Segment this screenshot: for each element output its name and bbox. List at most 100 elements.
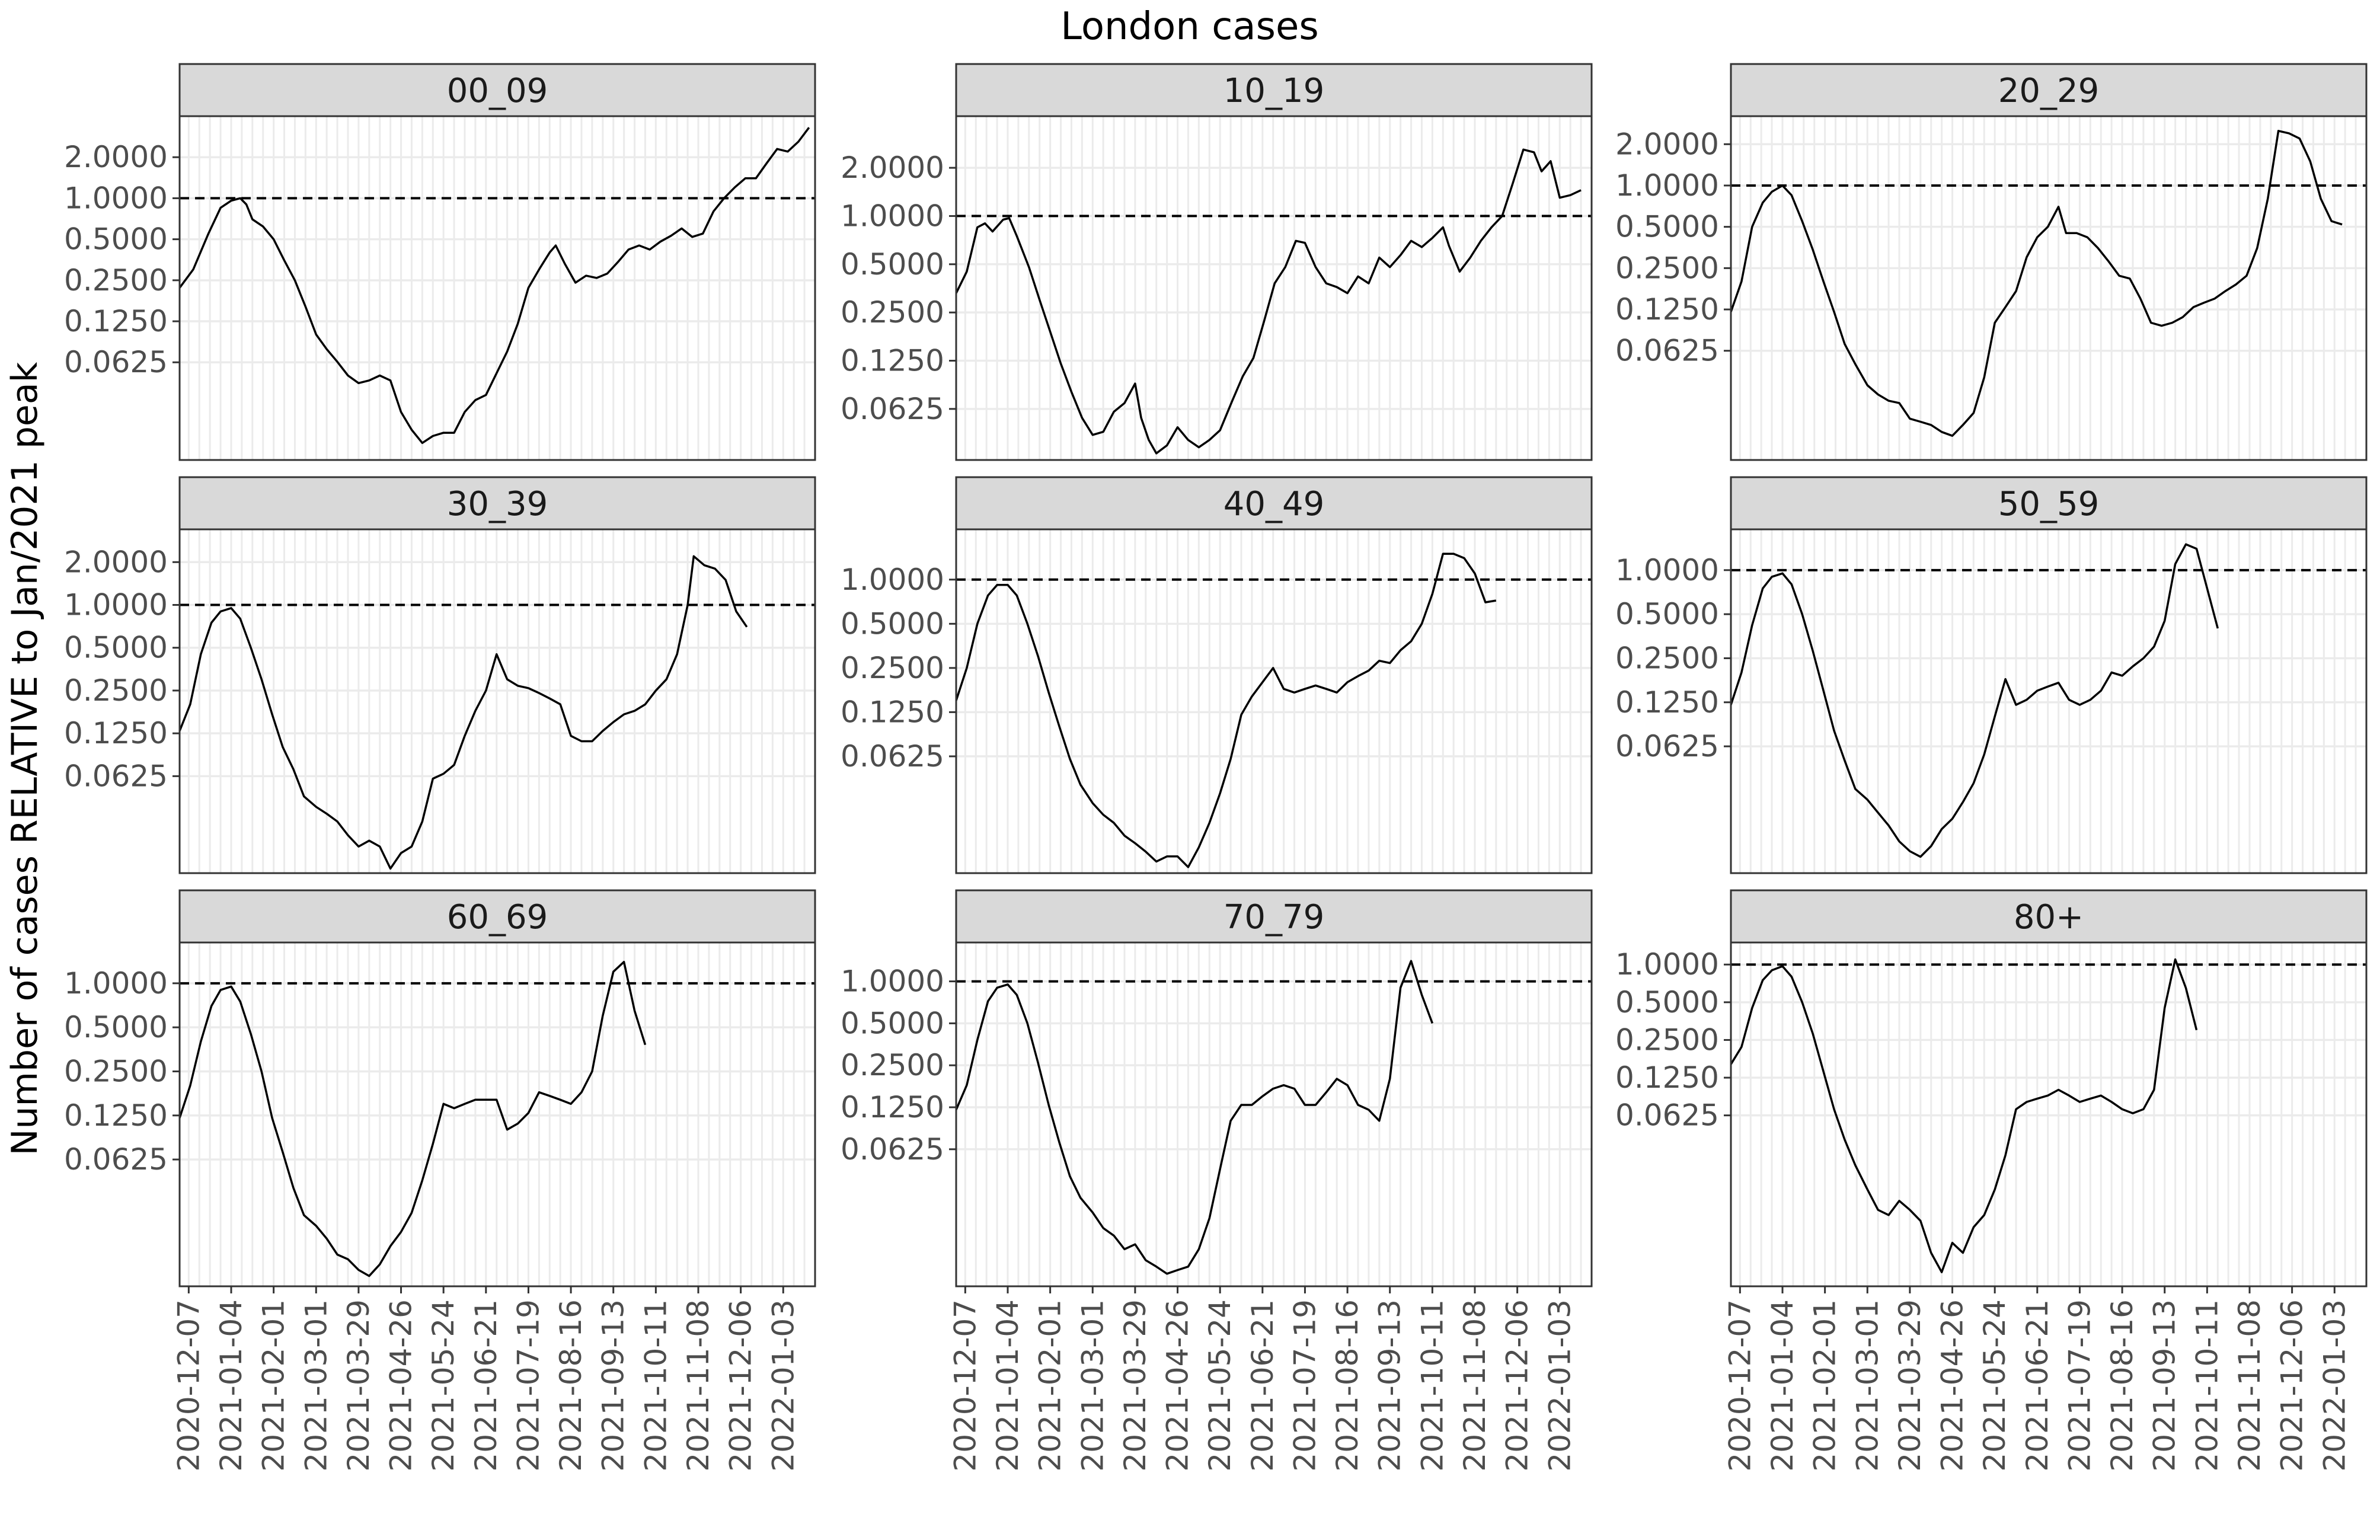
x-tick-label: 2021-09-13 <box>596 1299 631 1472</box>
y-tick-label: 0.0625 <box>64 345 168 379</box>
x-tick-label: 2021-02-01 <box>1808 1299 1842 1472</box>
x-tick-label: 2021-01-04 <box>1765 1299 1800 1472</box>
panel-border <box>1730 528 2368 874</box>
y-tick-label: 0.0625 <box>64 1142 168 1177</box>
x-tick-label: 2021-05-24 <box>426 1299 461 1472</box>
facet-strip-label: 00_09 <box>447 72 548 110</box>
facet-panels: 00_092.00001.00000.50000.25000.12500.062… <box>64 63 2368 1472</box>
x-tick-label: 2021-03-01 <box>299 1299 333 1472</box>
x-tick-label: 2021-05-24 <box>1978 1299 2012 1472</box>
y-tick-label: 0.1250 <box>64 304 168 338</box>
facet-strip-label: 30_39 <box>447 485 548 523</box>
y-tick-label: 0.5000 <box>841 247 944 282</box>
x-tick-label: 2020-12-07 <box>948 1299 982 1472</box>
facet-strip <box>178 63 816 117</box>
x-tick-label: 2021-06-21 <box>1245 1299 1280 1472</box>
y-tick-label: 0.1250 <box>1615 1060 1719 1095</box>
facet-strip <box>178 476 816 531</box>
y-tick-label: 2.0000 <box>64 140 168 174</box>
facet-strip-label: 50_59 <box>1998 485 2100 523</box>
y-tick-label: 0.1250 <box>841 1090 944 1124</box>
panel-border <box>955 115 1593 461</box>
x-tick-label: 2021-06-21 <box>469 1299 503 1472</box>
y-tick-label: 0.1250 <box>1615 292 1719 327</box>
facet-strip <box>178 889 816 944</box>
x-tick-label: 2021-08-16 <box>1330 1299 1365 1472</box>
y-tick-label: 1.0000 <box>1615 947 1719 982</box>
y-tick-label: 1.0000 <box>841 199 944 233</box>
series-line <box>178 555 748 870</box>
x-tick-label: 2021-02-01 <box>1033 1299 1068 1472</box>
panel-border <box>178 115 816 461</box>
y-tick-label: 1.0000 <box>64 181 168 215</box>
facet-strip-label: 70_79 <box>1223 898 1325 937</box>
y-tick-label: 0.2500 <box>64 263 168 298</box>
y-tick-label: 0.1250 <box>841 343 944 378</box>
facet-panel: 10_19 2.0000 1.0000 0.5000 0.2500 0.1250 0.062… <box>841 63 1593 461</box>
y-tick-label: 0.1250 <box>841 695 944 729</box>
x-tick-label: 2021-04-26 <box>1161 1299 1195 1472</box>
panel-border <box>955 528 1593 874</box>
facet-panel: 60_69 1.0000 0.5000 0.2500 0.1250 0.0625 2020-… <box>64 889 816 1472</box>
panel-border <box>178 941 816 1287</box>
series-line <box>1730 543 2219 858</box>
facet-panel: 20_29 2.0000 1.0000 0.5000 0.2500 0.1250 0.062… <box>1615 63 2368 461</box>
y-tick-label: 0.2500 <box>64 673 168 708</box>
panel-border <box>1730 115 2368 461</box>
x-tick-label: 2022-01-03 <box>2317 1299 2352 1472</box>
y-tick-label: 0.5000 <box>1615 210 1719 244</box>
y-tick-label: 0.2500 <box>1615 1023 1719 1057</box>
x-tick-label: 2021-06-21 <box>2020 1299 2055 1472</box>
x-tick-label: 2021-01-04 <box>214 1299 248 1472</box>
facet-strip-label: 40_49 <box>1223 485 1325 523</box>
y-tick-label: 0.2500 <box>841 651 944 685</box>
y-tick-label: 1.0000 <box>841 964 944 999</box>
x-tick-label: 2021-03-29 <box>341 1299 376 1472</box>
x-tick-label: 2021-12-06 <box>1500 1299 1535 1472</box>
series-line <box>178 127 810 445</box>
facet-strip <box>1730 476 2368 531</box>
x-tick-label: 2021-08-16 <box>554 1299 588 1472</box>
facet-strip-label: 80+ <box>2014 898 2084 937</box>
series-line <box>1730 958 2198 1273</box>
facet-strip <box>955 476 1593 531</box>
facet-strip <box>1730 63 2368 117</box>
y-tick-label: 0.0625 <box>841 392 944 426</box>
facet-strip-label: 60_69 <box>447 898 548 937</box>
y-tick-label: 0.1250 <box>64 716 168 750</box>
y-tick-label: 0.0625 <box>841 1132 944 1167</box>
x-tick-label: 2021-11-08 <box>681 1299 715 1472</box>
y-tick-label: 0.2500 <box>1615 251 1719 285</box>
y-tick-label: 0.5000 <box>64 222 168 257</box>
y-tick-label: 0.2500 <box>64 1054 168 1088</box>
y-tick-label: 1.0000 <box>1615 168 1719 203</box>
x-tick-label: 2021-01-04 <box>991 1299 1025 1472</box>
x-tick-label: 2021-03-29 <box>1118 1299 1152 1472</box>
x-tick-label: 2021-12-06 <box>2275 1299 2309 1472</box>
x-tick-label: 2021-03-29 <box>1893 1299 1927 1472</box>
series-line <box>955 960 1434 1275</box>
y-tick-label: 0.0625 <box>1615 334 1719 368</box>
facet-panel: 70_79 1.0000 0.5000 0.2500 0.1250 0.0625 2020-… <box>841 889 1593 1472</box>
y-tick-label: 0.2500 <box>841 295 944 330</box>
x-tick-label: 2021-10-11 <box>2190 1299 2224 1472</box>
y-tick-label: 0.5000 <box>1615 597 1719 631</box>
x-tick-label: 2021-02-01 <box>257 1299 291 1472</box>
x-tick-label: 2021-03-01 <box>1075 1299 1110 1472</box>
x-tick-label: 2021-07-19 <box>2062 1299 2097 1472</box>
y-tick-label: 0.0625 <box>1615 729 1719 763</box>
panel-border <box>955 941 1593 1287</box>
y-tick-label: 0.5000 <box>1615 985 1719 1020</box>
series-line <box>955 552 1497 868</box>
y-tick-label: 0.5000 <box>64 1010 168 1044</box>
y-tick-label: 1.0000 <box>64 966 168 1001</box>
series-line <box>1730 130 2343 437</box>
y-tick-label: 0.5000 <box>841 606 944 641</box>
x-tick-label: 2021-09-13 <box>1373 1299 1407 1472</box>
y-tick-label: 0.0625 <box>841 739 944 774</box>
y-tick-label: 0.0625 <box>1615 1098 1719 1133</box>
y-tick-label: 2.0000 <box>841 151 944 185</box>
facet-panel: 40_49 1.0000 0.5000 0.2500 0.1250 0.0625 <box>841 476 1593 874</box>
